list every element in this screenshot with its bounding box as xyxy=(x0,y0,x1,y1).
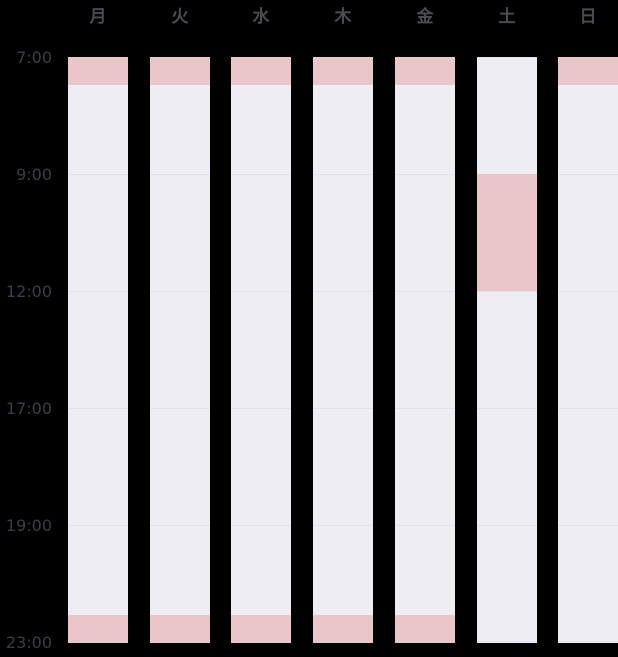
day-column xyxy=(231,57,291,643)
day-column xyxy=(558,57,618,643)
day-column xyxy=(150,57,210,643)
day-header-label: 土 xyxy=(498,7,516,27)
gridline xyxy=(231,408,291,409)
day-column xyxy=(68,57,128,643)
time-tick-label: 23:00 xyxy=(5,633,52,652)
time-tick-label: 9:00 xyxy=(16,165,52,184)
gridline xyxy=(477,525,537,526)
gridline xyxy=(313,525,373,526)
highlight-band xyxy=(150,57,210,85)
day-header-label: 日 xyxy=(579,7,597,27)
gridline xyxy=(150,525,210,526)
gridline xyxy=(150,174,210,175)
gridline xyxy=(395,408,455,409)
highlight-band xyxy=(150,615,210,643)
gridline xyxy=(231,525,291,526)
gridline xyxy=(477,57,537,58)
gridline xyxy=(558,525,618,526)
gridline xyxy=(68,291,128,292)
day-header-label: 金 xyxy=(416,7,434,27)
gridline xyxy=(68,525,128,526)
gridline xyxy=(313,174,373,175)
gridline xyxy=(395,291,455,292)
gridline xyxy=(395,525,455,526)
gridline xyxy=(558,641,618,642)
gridline xyxy=(313,408,373,409)
gridline xyxy=(477,291,537,292)
highlight-band xyxy=(231,615,291,643)
gridline xyxy=(231,174,291,175)
day-column xyxy=(395,57,455,643)
highlight-band xyxy=(68,615,128,643)
gridline xyxy=(150,291,210,292)
gridline xyxy=(68,408,128,409)
gridline xyxy=(477,408,537,409)
highlight-band xyxy=(231,57,291,85)
day-header-label: 火 xyxy=(171,7,189,27)
time-tick-label: 19:00 xyxy=(5,516,52,535)
gridline xyxy=(231,291,291,292)
highlight-band xyxy=(395,57,455,85)
gridline xyxy=(558,408,618,409)
time-tick-label: 12:00 xyxy=(5,282,52,301)
gridline xyxy=(313,291,373,292)
gridline xyxy=(150,408,210,409)
time-tick-label: 17:00 xyxy=(5,399,52,418)
gridline xyxy=(68,174,128,175)
highlight-band xyxy=(558,57,618,85)
highlight-band xyxy=(313,615,373,643)
highlight-band xyxy=(477,174,537,291)
day-header-label: 水 xyxy=(252,7,270,27)
highlight-band xyxy=(395,615,455,643)
gridline xyxy=(477,641,537,642)
highlight-band xyxy=(313,57,373,85)
gridline xyxy=(395,174,455,175)
day-header-label: 木 xyxy=(334,7,352,27)
day-header-label: 月 xyxy=(89,7,107,27)
gridline xyxy=(558,291,618,292)
highlight-band xyxy=(68,57,128,85)
time-tick-label: 7:00 xyxy=(16,48,52,67)
day-column xyxy=(477,57,537,643)
day-column xyxy=(313,57,373,643)
gridline xyxy=(558,174,618,175)
